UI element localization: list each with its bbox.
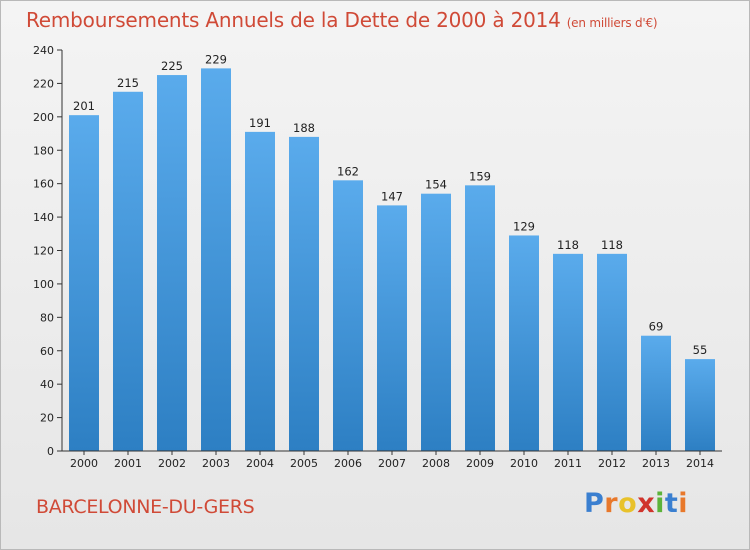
x-tick-label-2003: 2003	[202, 457, 230, 470]
chart-subtitle: (en milliers d'€)	[566, 16, 658, 30]
logo-letter: P	[584, 488, 605, 519]
bar-2001	[113, 91, 143, 451]
y-tick-label-100: 100	[33, 278, 54, 291]
y-tick-label-140: 140	[33, 211, 54, 224]
x-tick-label-2012: 2012	[598, 457, 626, 470]
y-tick-label-40: 40	[40, 378, 54, 391]
bar-2004	[245, 131, 275, 451]
x-tick-label-2013: 2013	[642, 457, 670, 470]
chart-title-text: Remboursements Annuels de la Dette de 20…	[26, 8, 561, 32]
proxiti-logo[interactable]: Proxiti	[584, 488, 688, 519]
value-label-2013: 69	[649, 320, 664, 334]
logo-letter: i	[655, 488, 665, 519]
x-tick-label-2000: 2000	[70, 457, 98, 470]
y-tick-label-20: 20	[40, 412, 54, 425]
bar-2008	[421, 193, 451, 452]
value-label-2014: 55	[693, 343, 708, 357]
y-tick-label-200: 200	[33, 111, 54, 124]
y-tick-label-60: 60	[40, 345, 54, 358]
bar-2007	[377, 205, 407, 451]
value-label-2008: 154	[425, 178, 447, 192]
x-tick-label-2007: 2007	[378, 457, 406, 470]
logo-letter: o	[618, 488, 638, 519]
y-tick-label-220: 220	[33, 77, 54, 90]
x-tick-label-2001: 2001	[114, 457, 142, 470]
value-label-2004: 191	[249, 116, 271, 130]
value-label-2010: 129	[513, 219, 535, 233]
value-label-2011: 118	[557, 238, 579, 252]
x-tick-label-2002: 2002	[158, 457, 186, 470]
y-tick-label-0: 0	[47, 445, 54, 458]
value-label-2009: 159	[469, 169, 491, 183]
y-tick-label-160: 160	[33, 178, 54, 191]
value-label-2012: 118	[601, 238, 623, 252]
x-tick-label-2004: 2004	[246, 457, 274, 470]
x-tick-label-2014: 2014	[686, 457, 714, 470]
x-tick-label-2008: 2008	[422, 457, 450, 470]
value-label-2003: 229	[205, 52, 227, 66]
y-tick-label-180: 180	[33, 144, 54, 157]
bars-group: 201 215 225 229 191 188 162 147 154 159 129 118 118 6…	[69, 52, 715, 452]
logo-letter: t	[664, 488, 679, 519]
value-label-2001: 215	[117, 76, 139, 90]
y-tick-label-240: 240	[33, 44, 54, 57]
x-tick-label-2010: 2010	[510, 457, 538, 470]
x-tick-label-2006: 2006	[334, 457, 362, 470]
bar-2000	[69, 115, 99, 451]
logo-letter: i	[678, 488, 689, 519]
bar-2006	[333, 180, 363, 451]
value-label-2007: 147	[381, 189, 403, 203]
bar-2003	[201, 68, 231, 452]
bar-2013	[641, 335, 671, 451]
x-tick-label-2011: 2011	[554, 457, 582, 470]
chart-title: Remboursements Annuels de la Dette de 20…	[26, 8, 658, 32]
bar-2005	[289, 136, 319, 451]
value-label-2000: 201	[73, 99, 95, 113]
logo-letter: x	[637, 488, 656, 519]
x-tick-label-2009: 2009	[466, 457, 494, 470]
y-tick-label-80: 80	[40, 311, 54, 324]
city-name: BARCELONNE-DU-GERS	[36, 496, 255, 518]
value-label-2002: 225	[161, 59, 183, 73]
y-tick-label-120: 120	[33, 245, 54, 258]
value-label-2006: 162	[337, 164, 359, 178]
axes-group: 2000 2001 2002 2003 2004 2005 2006 2007 2008 2009…	[33, 44, 722, 470]
bar-2012	[597, 253, 627, 451]
bar-2010	[509, 235, 539, 451]
bar-2002	[157, 75, 187, 451]
value-label-2005: 188	[293, 121, 315, 135]
logo-letter: r	[604, 488, 619, 519]
x-tick-label-2005: 2005	[290, 457, 318, 470]
bar-2011	[553, 253, 583, 451]
bar-2009	[465, 185, 495, 451]
bar-2014	[685, 359, 715, 451]
